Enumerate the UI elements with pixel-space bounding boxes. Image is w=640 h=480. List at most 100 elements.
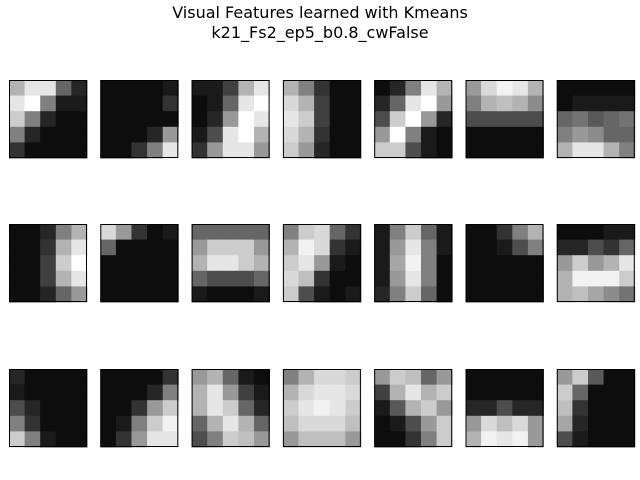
patch-cell	[481, 286, 498, 303]
patch-cell	[481, 95, 498, 112]
patch-cell	[603, 224, 620, 240]
patch-cell	[527, 95, 544, 112]
feature-patch-1	[9, 80, 88, 159]
patch-cell	[345, 270, 362, 287]
patch-cell	[40, 384, 57, 401]
patch-cell	[421, 400, 437, 417]
patch-cell	[496, 111, 513, 128]
patch-cell	[314, 369, 331, 385]
patch-cell	[71, 239, 88, 256]
patch-cell	[298, 255, 315, 272]
patch-cell	[465, 270, 482, 287]
patch-cell	[512, 384, 529, 401]
patch-cell	[238, 142, 255, 159]
patch-cell	[465, 224, 482, 240]
patch-cell	[496, 270, 513, 287]
patch-cell	[100, 415, 117, 432]
patch-cell	[588, 415, 604, 432]
patch-cell	[238, 270, 255, 287]
patch-cell	[588, 400, 604, 417]
patch-cell	[238, 431, 255, 448]
patch-cell	[100, 142, 117, 159]
patch-frame	[465, 80, 544, 158]
patch-cell	[603, 384, 620, 401]
patch-cell	[9, 369, 25, 385]
patch-cell	[389, 415, 406, 432]
patch-cell	[147, 286, 164, 303]
patch-cell	[436, 415, 453, 432]
patch-cell	[162, 270, 179, 287]
patch-cell	[282, 431, 299, 448]
patch-cell	[162, 111, 179, 128]
patch-cell	[238, 255, 255, 272]
patch-cell	[314, 224, 331, 240]
patch-cell	[131, 384, 148, 401]
patch-cell	[421, 224, 437, 240]
patch-cell	[421, 384, 437, 401]
patch-cell	[238, 126, 255, 143]
patch-cell	[603, 431, 620, 448]
patch-cell	[496, 369, 513, 385]
patch-cell	[100, 384, 117, 401]
patch-cell	[55, 126, 72, 143]
patch-cell	[238, 369, 255, 385]
patch-cell	[100, 431, 117, 448]
patch-cell	[329, 111, 346, 128]
patch-cell	[55, 95, 72, 112]
patch-cell	[345, 239, 362, 256]
patch-cell	[572, 415, 589, 432]
patch-cell	[572, 111, 589, 128]
patch-cell	[481, 384, 498, 401]
patch-cell	[191, 224, 208, 240]
patch-cell	[345, 95, 362, 112]
patch-cell	[496, 80, 513, 96]
patch-cell	[588, 111, 604, 128]
patch-cell	[115, 270, 132, 287]
patch-cell	[298, 431, 315, 448]
patch-cell	[100, 400, 117, 417]
patch-cell	[512, 224, 529, 240]
feature-patch-19	[374, 369, 453, 448]
patch-cell	[162, 255, 179, 272]
patch-cell	[40, 239, 57, 256]
patch-cell	[588, 95, 604, 112]
patch-cell	[162, 224, 179, 240]
patch-cell	[405, 255, 422, 272]
patch-cell	[436, 239, 453, 256]
patch-cell	[162, 415, 179, 432]
patch-cell	[115, 95, 132, 112]
patch-cell	[40, 400, 57, 417]
chart-title: Visual Features learned with Kmeans	[172, 3, 468, 22]
patch-cell	[603, 286, 620, 303]
patch-cell	[527, 80, 544, 96]
patch-cell	[496, 239, 513, 256]
patch-cell	[572, 384, 589, 401]
patch-cell	[207, 126, 224, 143]
patch-cell	[496, 224, 513, 240]
patch-cell	[71, 255, 88, 272]
patch-cell	[345, 431, 362, 448]
patch-cell	[9, 142, 25, 159]
patch-cell	[100, 95, 117, 112]
patch-cell	[572, 224, 589, 240]
patch-frame	[191, 80, 270, 158]
patch-cell	[345, 369, 362, 385]
patch-cell	[436, 126, 453, 143]
patch-cell	[556, 239, 573, 256]
patch-cell	[512, 270, 529, 287]
patch-cell	[131, 111, 148, 128]
patch-cell	[512, 111, 529, 128]
patch-cell	[329, 415, 346, 432]
patch-cell	[254, 255, 270, 272]
patch-cell	[238, 80, 255, 96]
patch-cell	[329, 80, 346, 96]
patch-cell	[556, 384, 573, 401]
patch-frame	[374, 80, 453, 158]
feature-patch-18	[282, 369, 362, 448]
patch-cell	[314, 126, 331, 143]
patch-cell	[162, 126, 179, 143]
patch-cell	[436, 111, 453, 128]
patch-cell	[405, 111, 422, 128]
patch-cell	[115, 286, 132, 303]
patch-cell	[405, 80, 422, 96]
